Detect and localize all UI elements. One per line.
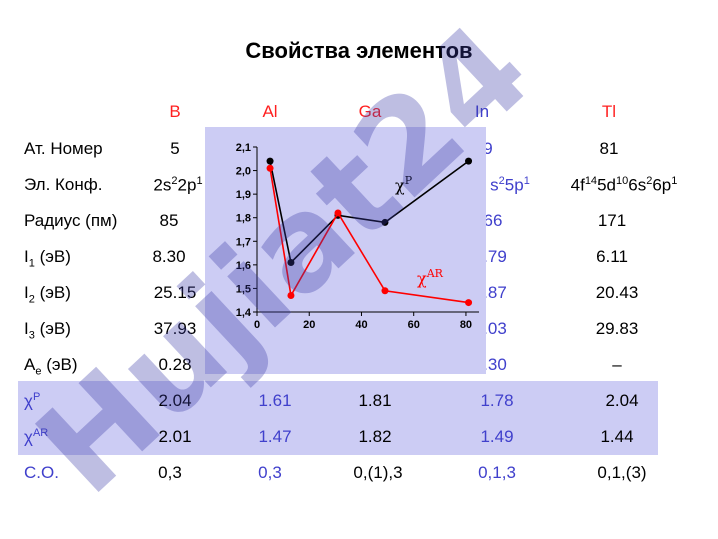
series-point-1 bbox=[266, 164, 274, 172]
i3-b: 37.93 bbox=[153, 319, 197, 338]
so-al: 0,3 bbox=[258, 463, 282, 482]
i1-in: .79 bbox=[483, 247, 507, 266]
series-point-0 bbox=[381, 218, 389, 226]
i2-b: 25.15 bbox=[153, 283, 197, 302]
chi-ar-tl: 1.44 bbox=[600, 427, 634, 446]
ae-b: 0.28 bbox=[158, 355, 192, 374]
label-config: Эл. Конф. bbox=[24, 175, 103, 194]
so-tl: 0,1,(3) bbox=[597, 463, 647, 482]
chi-ar-in: 1.49 bbox=[480, 427, 514, 446]
i2-tl: 20.43 bbox=[595, 283, 639, 302]
at-num-b: 5 bbox=[170, 139, 180, 158]
chi-p-b: 2.04 bbox=[158, 391, 192, 410]
i2-in: .87 bbox=[483, 283, 507, 302]
so-b: 0,3 bbox=[158, 463, 182, 482]
i1-tl: 6.11 bbox=[596, 247, 628, 266]
series-point-1 bbox=[381, 287, 389, 295]
header-in: In bbox=[474, 102, 490, 121]
x-tick-label: 60 bbox=[408, 319, 420, 331]
chi-ar-row-highlight bbox=[18, 419, 658, 455]
config-in: s25p1 bbox=[490, 175, 530, 195]
chi-p-ga: 1.81 bbox=[358, 391, 392, 410]
series-label-chi-p: χP bbox=[395, 174, 413, 195]
chi-p-tl: 2.04 bbox=[605, 391, 639, 410]
chi-p-row-highlight bbox=[18, 381, 658, 419]
ae-in: .30 bbox=[483, 355, 507, 374]
chi-ar-ga: 1.82 bbox=[358, 427, 392, 446]
header-ga: Ga bbox=[358, 102, 382, 121]
so-ga: 0,(1),3 bbox=[353, 463, 403, 482]
series-point-1 bbox=[287, 292, 295, 299]
header-tl: Tl bbox=[601, 102, 617, 121]
x-tick-label: 40 bbox=[355, 319, 367, 331]
label-chi-p: χP bbox=[24, 391, 41, 411]
radius-tl: 171 bbox=[597, 211, 627, 230]
label-i3: I3 (эВ) bbox=[24, 319, 71, 342]
x-tick-label: 0 bbox=[254, 319, 260, 331]
at-num-in: 9 bbox=[483, 139, 493, 158]
x-tick-label: 80 bbox=[460, 319, 472, 331]
i1-b: 8.30 bbox=[152, 247, 186, 266]
chi-p-al: 1.61 bbox=[258, 391, 292, 410]
y-tick-label: 1,4 bbox=[236, 307, 252, 319]
at-num-tl: 81 bbox=[599, 139, 619, 158]
y-tick-label: 2,0 bbox=[236, 166, 251, 178]
so-in: 0,1,3 bbox=[478, 463, 516, 482]
y-tick-label: 1,6 bbox=[236, 260, 251, 272]
i3-in: .03 bbox=[483, 319, 507, 338]
y-tick-label: 1,9 bbox=[236, 189, 251, 201]
label-chi-ar: χAR bbox=[24, 427, 49, 447]
radius-in: 66 bbox=[483, 211, 503, 230]
chi-ar-b: 2.01 bbox=[158, 427, 192, 446]
radius-b: 85 bbox=[159, 211, 179, 230]
y-tick-label: 1,5 bbox=[236, 283, 251, 295]
series-label-chi-ar: χAR bbox=[417, 267, 444, 288]
x-tick-label: 20 bbox=[303, 319, 315, 331]
y-tick-label: 2,1 bbox=[236, 142, 251, 154]
series-point-0 bbox=[465, 157, 473, 165]
page-title: Свойства элементов bbox=[245, 38, 473, 63]
series-point-0 bbox=[287, 259, 295, 266]
electronegativity-chart: 1,4 1,5 1,6 1,7 1,8 1,9 2,0 2,1 0 20 40 60 80 χP χAR bbox=[205, 127, 486, 374]
label-so: С.О. bbox=[24, 463, 59, 482]
chart-background bbox=[205, 127, 486, 374]
label-i2: I2 (эВ) bbox=[24, 283, 71, 306]
series-point-1 bbox=[465, 299, 473, 307]
header-b: B bbox=[169, 102, 181, 121]
chi-p-in: 1.78 bbox=[480, 391, 514, 410]
header-al: Al bbox=[262, 102, 278, 121]
label-ae: Ae (эВ) bbox=[24, 355, 78, 378]
chi-ar-al: 1.47 bbox=[258, 427, 292, 446]
config-tl: 4f145d106s26p1 bbox=[570, 175, 678, 195]
y-tick-label: 1,8 bbox=[236, 213, 251, 225]
label-at-num: Ат. Номер bbox=[24, 139, 103, 158]
ae-tl: – bbox=[612, 355, 622, 374]
config-b: 2s22p1 bbox=[153, 175, 203, 195]
series-point-1 bbox=[334, 209, 342, 217]
series-point-0 bbox=[266, 157, 274, 165]
i3-tl: 29.83 bbox=[595, 319, 639, 338]
label-radius: Радиус (пм) bbox=[24, 211, 118, 230]
y-tick-label: 1,7 bbox=[236, 236, 251, 248]
label-i1: I1 (эВ) bbox=[24, 247, 71, 270]
